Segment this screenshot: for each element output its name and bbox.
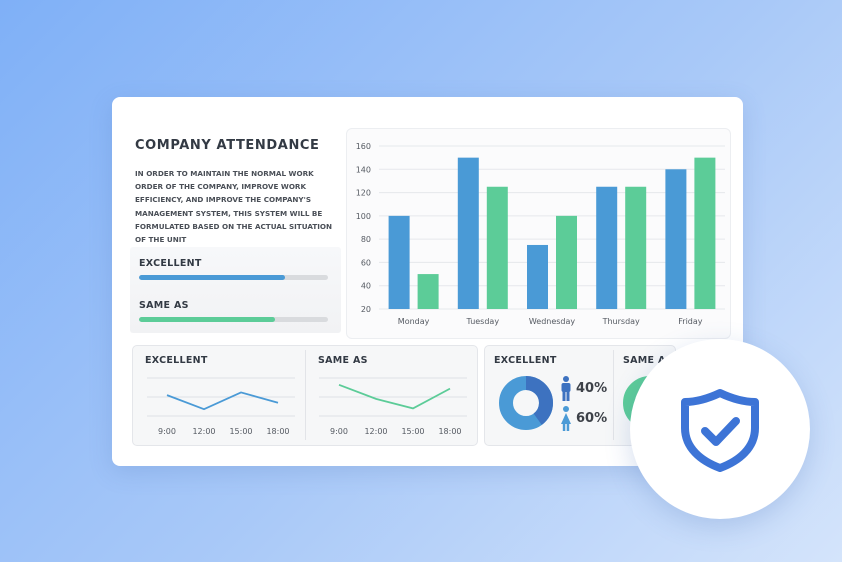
x-tick-label: Thursday (602, 317, 640, 326)
shield-check-icon (681, 389, 759, 472)
divider (613, 350, 614, 440)
x-tick-label: 9:00 (158, 427, 176, 436)
bar (457, 157, 479, 309)
bar (486, 186, 508, 309)
bar (625, 186, 647, 309)
line-series (166, 391, 279, 411)
progress-label-excellent: EXCELLENT (139, 258, 202, 269)
line-chart-title-excellent: EXCELLENT (145, 355, 208, 366)
dashboard-card: COMPANY ATTENDANCE IN ORDER TO MAINTAIN … (112, 97, 743, 466)
x-tick-label: Tuesday (466, 317, 500, 326)
x-tick-label: Friday (678, 317, 703, 326)
female-percentage: 60% (576, 411, 608, 426)
male-percentage: 40% (576, 381, 608, 396)
y-tick-label: 140 (356, 165, 371, 174)
x-tick-label: 18:00 (438, 427, 461, 436)
y-tick-label: 120 (356, 189, 371, 198)
donut-chart (499, 376, 553, 430)
progress-track-excellent (139, 275, 328, 280)
y-tick-label: 100 (356, 212, 371, 221)
x-tick-label: 12:00 (192, 427, 215, 436)
line-charts-panel: EXCELLENT 9:00 12:00 15:00 18:00 SAME AS 9:… (132, 345, 478, 446)
male-icon (561, 376, 571, 401)
bar (388, 215, 410, 309)
progress-panel: EXCELLENT SAME AS (130, 247, 341, 333)
x-tick-label: Monday (398, 317, 430, 326)
bar-chart: 20 40 60 80 100 120 140 160 Monday Tuesday Wednesd… (356, 142, 725, 326)
x-tick-label: Wednesday (529, 317, 576, 326)
line-series (338, 383, 451, 410)
x-tick-label: 9:00 (330, 427, 348, 436)
bar (556, 215, 577, 309)
female-icon (561, 406, 571, 431)
progress-label-same-as: SAME AS (139, 300, 189, 311)
donut-title-excellent: EXCELLENT (494, 355, 557, 366)
bar (527, 244, 548, 309)
y-tick-label: 20 (361, 305, 371, 314)
page-description: IN ORDER TO MAINTAIN THE NORMAL WORK ORD… (135, 169, 333, 245)
progress-fill-same-as (139, 317, 276, 322)
bar (417, 274, 439, 309)
bar (665, 169, 687, 309)
divider (305, 350, 306, 440)
x-tick-label: 12:00 (364, 427, 387, 436)
line-chart-excellent: 9:00 12:00 15:00 18:00 (147, 377, 295, 436)
donut-title-same-as: SAME AS (623, 355, 673, 366)
bar-chart-panel: 20 40 60 80 100 120 140 160 Monday Tuesday Wednesd… (346, 128, 731, 339)
bar (596, 186, 618, 309)
line-chart-title-same-as: SAME AS (318, 355, 368, 366)
donut-slice-male (499, 376, 553, 430)
y-tick-label: 160 (356, 142, 371, 151)
x-tick-label: 15:00 (401, 427, 424, 436)
x-tick-label: 15:00 (229, 427, 252, 436)
progress-fill-excellent (139, 275, 285, 280)
page-title: COMPANY ATTENDANCE (135, 138, 320, 153)
security-badge (630, 339, 810, 519)
x-tick-label: 18:00 (266, 427, 289, 436)
bar (694, 157, 716, 309)
y-tick-label: 60 (361, 258, 371, 267)
y-tick-label: 40 (361, 282, 371, 291)
line-chart-same-as: 9:00 12:00 15:00 18:00 (319, 377, 467, 436)
y-tick-label: 80 (361, 235, 371, 244)
progress-track-same-as (139, 317, 328, 322)
